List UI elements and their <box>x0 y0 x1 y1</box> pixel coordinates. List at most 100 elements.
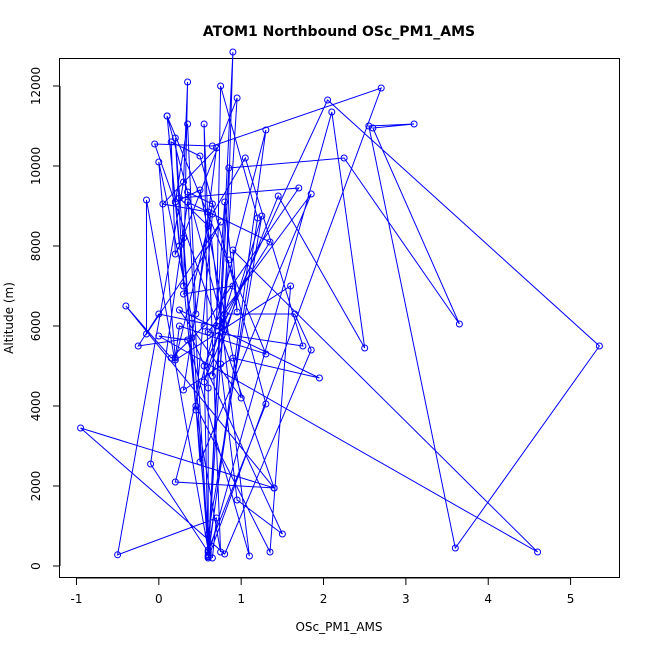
data-point <box>270 484 278 492</box>
data-point <box>159 200 167 208</box>
data-point <box>147 460 155 468</box>
x-tick-label: 5 <box>567 592 575 606</box>
data-point <box>410 120 418 128</box>
data-point <box>245 552 253 560</box>
data-point <box>225 164 233 172</box>
data-point <box>196 152 204 160</box>
y-tick-label: 0 <box>29 562 43 570</box>
y-tick-label: 12000 <box>29 67 43 105</box>
data-point <box>254 214 262 222</box>
data-point <box>324 96 332 104</box>
data-point <box>155 158 163 166</box>
data-point <box>184 336 192 344</box>
data-point <box>200 120 208 128</box>
data-point <box>184 198 192 206</box>
y-tick-label: 2000 <box>29 471 43 502</box>
data-point <box>208 210 216 218</box>
data-point <box>221 198 229 206</box>
data-point <box>307 190 315 198</box>
x-tick-label: 3 <box>402 592 410 606</box>
data-point <box>208 372 216 380</box>
data-point <box>204 222 212 230</box>
data-point <box>122 302 130 310</box>
data-point <box>213 514 220 522</box>
data-point <box>213 322 220 330</box>
data-point <box>291 310 299 318</box>
data-point <box>221 550 229 558</box>
data-point <box>299 342 307 350</box>
data-point <box>200 378 208 386</box>
data-point <box>328 108 336 116</box>
chart-title: ATOM1 Northbound OSc_PM1_AMS <box>203 24 475 40</box>
data-point <box>266 548 274 556</box>
data-point <box>208 200 216 208</box>
y-tick-label: 10000 <box>29 147 43 185</box>
data-point <box>233 308 241 316</box>
data-point <box>77 424 85 432</box>
data-point <box>262 400 270 408</box>
y-axis-title: Altitude (m) <box>2 282 16 354</box>
y-tick-label: 8000 <box>29 231 43 262</box>
x-axis: -1 0 1 2 3 4 5 <box>70 577 575 606</box>
data-point <box>241 154 249 162</box>
data-point <box>134 342 142 350</box>
data-point <box>213 144 220 152</box>
data-point <box>369 124 377 132</box>
data-point <box>233 496 241 504</box>
data-point <box>192 310 200 318</box>
data-point <box>217 82 225 90</box>
data-point <box>208 142 216 150</box>
data-point <box>307 346 315 354</box>
data-point <box>171 250 179 258</box>
data-point <box>171 198 179 206</box>
data-point <box>217 548 225 556</box>
data-point <box>237 394 245 402</box>
data-point <box>196 458 204 466</box>
data-point <box>361 344 369 352</box>
data-point <box>184 78 192 86</box>
data-point <box>217 360 225 368</box>
data-point <box>167 138 175 146</box>
data-point <box>200 322 208 330</box>
data-point <box>143 196 150 204</box>
data-point <box>595 342 603 350</box>
data-point <box>200 362 208 370</box>
data-point <box>217 218 225 226</box>
data-point <box>192 402 200 410</box>
data-point <box>204 328 212 336</box>
data-point <box>163 112 171 120</box>
data-point <box>287 282 295 290</box>
y-tick-label: 6000 <box>29 311 43 342</box>
data-point <box>175 306 183 314</box>
data-point <box>204 552 212 560</box>
data-point <box>155 332 163 340</box>
data-point <box>365 122 373 130</box>
data-point <box>225 256 233 264</box>
data-point <box>229 246 237 254</box>
data-point <box>258 212 266 220</box>
data-point <box>233 94 241 102</box>
series-line <box>80 51 601 559</box>
data-point <box>151 140 159 148</box>
data-point <box>196 186 204 194</box>
data-point <box>188 314 196 322</box>
data-point <box>180 386 187 394</box>
data-point <box>171 134 179 142</box>
data-point <box>180 234 187 242</box>
data-point <box>171 478 179 486</box>
data-point <box>175 194 183 202</box>
data-point <box>274 192 282 200</box>
data-point <box>114 551 122 559</box>
x-tick-label: 4 <box>484 592 492 606</box>
data-point <box>221 326 229 334</box>
data-point <box>192 406 200 414</box>
data-point <box>180 282 187 290</box>
data-point <box>315 374 323 382</box>
data-point <box>204 548 212 556</box>
data-point <box>143 330 150 338</box>
data-point <box>377 84 385 92</box>
data-point <box>295 184 303 192</box>
